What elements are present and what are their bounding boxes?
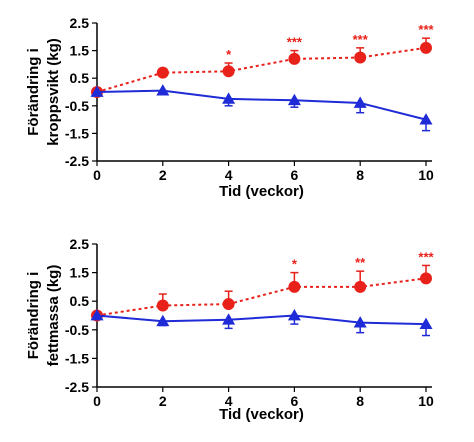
data-point-triangle [222,92,236,104]
data-point-triangle [353,316,367,328]
series-line [96,46,427,93]
series-1: **** ****** [91,22,435,98]
series-2 [90,309,433,337]
x-tick-label: 6 [291,167,299,183]
significance-label: *** [418,22,434,37]
y-tick-label: -0.5 [65,322,89,338]
data-point-triangle [419,317,433,329]
data-point-circle [156,66,169,79]
x-axis-label: Tid (veckor) [219,406,304,423]
data-point-triangle [90,309,104,321]
chart-panel-2: 2.5 1.5 0.5 -0.5 -1.5 -2.50 2 4 6 8 10 Tid (veckor)… [25,236,435,423]
data-point-triangle [353,96,367,108]
significance-label: *** [287,35,303,50]
x-tick-label: 2 [159,167,167,183]
y-axis-label-line: Förändring i [25,48,42,136]
x-tick-label: 4 [225,167,233,183]
series-line [96,314,427,326]
x-tick-label: 10 [418,167,434,183]
x-tick-label: 0 [93,167,101,183]
y-tick-label: 2.5 [70,15,90,31]
data-point-circle [156,299,169,312]
x-tick-label: 2 [159,393,167,409]
significance-label: * [226,47,232,62]
y-tick-label: 0.5 [70,70,90,86]
x-tick-label: 8 [356,393,364,409]
data-point-circle [222,298,235,311]
y-tick-label: -0.5 [65,98,89,114]
y-tick-label: -1.5 [65,350,89,366]
chart-panel-1: 2.5 1.5 0.5 -0.5 -1.5 -2.50 2 4 6 8 10 Tid (veckor)… [25,15,435,200]
data-point-circle [420,272,432,285]
data-point-circle [288,280,301,293]
data-point-triangle [90,85,104,97]
significance-label: * [292,257,298,272]
data-point-circle [354,280,367,293]
data-point-circle [420,41,432,54]
data-point-circle [288,52,301,65]
data-point-triangle [287,309,301,321]
y-tick-label: -1.5 [65,125,89,141]
y-tick-label: 0.5 [70,293,90,309]
data-point-circle [222,65,235,78]
series-line [96,89,427,121]
data-point-triangle [287,93,301,106]
data-point-triangle [222,313,236,325]
series-1: * ** *** [91,249,435,322]
x-tick-label: 8 [356,167,364,183]
series-line [96,277,427,317]
data-point-triangle [156,314,170,327]
significance-label: *** [353,32,369,47]
data-point-triangle [156,84,170,96]
y-axis-label-line: Förändring i [25,272,42,360]
data-point-triangle [419,113,433,125]
y-axis-label-line: kroppsvikt (kg) [45,38,62,146]
y-tick-label: 1.5 [70,265,90,281]
y-tick-label: -2.5 [65,153,89,169]
significance-label: ** [355,255,366,270]
x-axis-label: Tid (veckor) [219,183,304,200]
x-tick-label: 0 [93,393,101,409]
x-tick-label: 10 [418,393,434,409]
y-tick-label: 1.5 [70,43,90,59]
y-tick-label: 2.5 [70,236,90,252]
x-tick-label: 6 [291,393,299,409]
significance-label: *** [418,249,434,264]
y-tick-label: -2.5 [65,379,89,395]
x-tick-label: 4 [225,393,233,409]
series-2 [90,84,433,132]
data-point-circle [354,51,367,64]
y-axis-label-line: fettmassa (kg) [45,265,62,367]
